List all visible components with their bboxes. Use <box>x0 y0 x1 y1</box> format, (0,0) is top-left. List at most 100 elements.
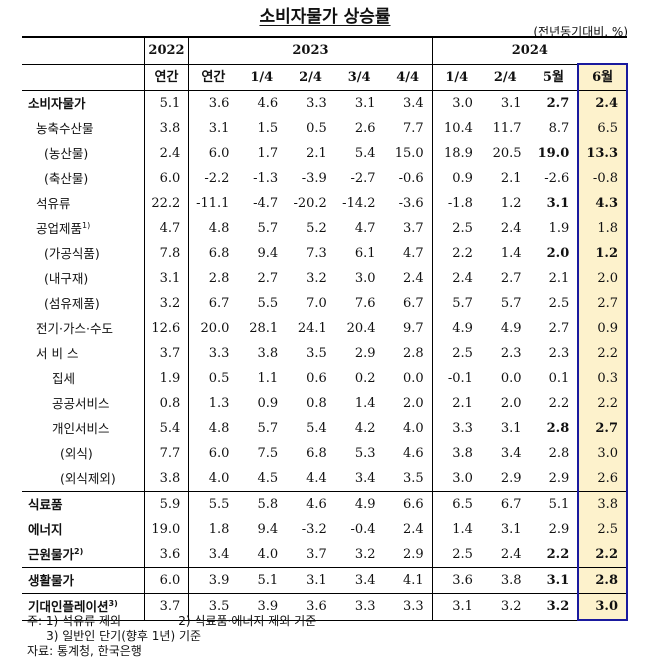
value-cell: 2.4 <box>431 266 481 291</box>
period-header: 연간 <box>188 63 238 91</box>
value-cell: 3.9 <box>188 567 238 594</box>
value-cell: 5.7 <box>500 296 522 311</box>
value-cell: 3.3 <box>431 416 481 441</box>
value-cell: 3.8 <box>257 346 279 361</box>
row-label-text: 농축수산물 <box>36 121 94 136</box>
value-cell: 2.8 <box>403 346 424 361</box>
value-cell: 3.1 <box>188 116 238 141</box>
value-cell: 5.4 <box>306 421 327 436</box>
value-cell: 2.5 <box>431 341 481 366</box>
value-cell: 18.9 <box>431 141 481 166</box>
value-cell: 2.2 <box>577 341 628 366</box>
value-cell: 5.3 <box>354 446 376 461</box>
table-row: 식료품 5.9 5.5 5.8 4.6 4.9 6.6 6.5 6.7 5.1 3.8 <box>22 491 628 517</box>
value-cell: 1.4 <box>354 396 376 411</box>
value-cell: 2.2 <box>577 391 628 416</box>
value-cell: 2.0 <box>500 396 522 411</box>
value-cell: 3.6 <box>143 542 189 568</box>
value-cell: 8.7 <box>548 121 570 136</box>
value-cell: 0.5 <box>306 121 327 136</box>
value-cell: 2.8 <box>577 567 628 594</box>
year-header: 2023 <box>188 36 433 64</box>
table-row: (외식) 7.7 6.0 7.5 6.8 5.3 4.6 3.8 3.4 2.8 3.0 <box>22 441 628 466</box>
value-cell: 1.2 <box>577 241 628 266</box>
value-cell: 2.9 <box>500 471 522 486</box>
value-cell: 3.8 <box>431 441 481 466</box>
period-header: 1/4 <box>431 63 481 91</box>
row-label-text: (내구재) <box>44 271 89 286</box>
value-cell: 3.1 <box>500 522 522 537</box>
value-cell: 2.9 <box>354 346 376 361</box>
row-label: 집세 <box>22 366 144 391</box>
table-row: 개인서비스 5.4 4.8 5.7 5.4 4.2 4.0 3.3 3.1 2.8 2.7 <box>22 416 628 441</box>
table-row: (가공식품) 7.8 6.8 9.4 7.3 6.1 4.7 2.2 1.4 2.0 1.2 <box>22 241 628 266</box>
value-cell: 7.7 <box>143 441 189 466</box>
value-cell: 6.7 <box>188 291 238 316</box>
value-cell: 4.3 <box>577 191 628 216</box>
row-label: 서 비 스 <box>22 341 144 366</box>
footnotes: 주: 1) 석유류 제외 2) 식료품·에너지 제외 기준 3) 일반인 단기(… <box>27 614 316 659</box>
value-cell: 2.6 <box>577 466 628 492</box>
table-header: 2022 2023 2024 연간 연간 1/4 2/4 3/4 4/4 1/4 2/4 5월 6월 <box>22 36 628 91</box>
row-label: 식료품 <box>22 491 145 517</box>
value-cell: 3.7 <box>403 221 424 236</box>
value-cell: 3.0 <box>577 441 628 466</box>
row-label: (내구재) <box>22 266 144 291</box>
value-cell: 4.9 <box>334 491 384 517</box>
value-cell: 3.3 <box>188 341 238 366</box>
value-cell: 2.4 <box>143 141 189 166</box>
value-cell: 9.7 <box>403 321 424 336</box>
value-cell: 9.4 <box>257 246 279 261</box>
value-cell: 3.2 <box>306 271 327 286</box>
table-row: (내구재) 3.1 2.8 2.7 3.2 3.0 2.4 2.4 2.7 2.1 2.0 <box>22 266 628 291</box>
value-cell: 3.5 <box>403 471 424 486</box>
value-cell: 1.7 <box>257 146 279 161</box>
value-cell: 2.6 <box>354 121 376 136</box>
value-cell: 2.2 <box>548 396 570 411</box>
year-header: 2022 <box>143 36 189 64</box>
table-row: 근원물가2) 3.6 3.4 4.0 3.7 3.2 2.9 2.5 2.4 2.2 2.2 <box>22 542 628 568</box>
value-cell: 5.2 <box>306 221 327 236</box>
table-row: 농축수산물 3.8 3.1 1.5 0.5 2.6 7.7 10.4 11.7 8.7 6.5 <box>22 116 628 141</box>
row-label-text: 개인서비스 <box>52 421 110 436</box>
table-row: 석유류 22.2 -11.1 -4.7 -20.2 -14.2 -3.6 -1.8 1.2 3.1… <box>22 191 628 216</box>
value-cell: 2.5 <box>431 542 481 568</box>
value-cell: 1.5 <box>257 121 279 136</box>
value-cell: 2.1 <box>500 171 522 186</box>
row-label-text: 전기·가스·수도 <box>36 321 113 336</box>
table-row: 전기·가스·수도 12.6 20.0 28.1 24.1 20.4 9.7 4.9 4.9 2.7… <box>22 316 628 341</box>
row-label-text: (외식) <box>60 446 93 461</box>
value-cell: 5.9 <box>143 491 189 517</box>
value-cell: 7.7 <box>403 121 424 136</box>
row-label-text: 집세 <box>52 371 76 386</box>
row-label-text: 근원물가 <box>28 547 75 562</box>
table-row: (축산물) 6.0 -2.2 -1.3 -3.9 -2.7 -0.6 0.9 2.1 -2.6 -0… <box>22 166 628 191</box>
value-cell: 2.3 <box>548 346 570 361</box>
value-cell: 2.4 <box>403 271 424 286</box>
row-label: (외식제외) <box>22 466 144 492</box>
value-cell: 3.7 <box>143 593 189 621</box>
row-label-text: 공업제품 <box>36 221 83 236</box>
footnote-line-1: 주: 1) 석유류 제외 2) 식료품·에너지 제외 기준 <box>27 614 317 628</box>
value-cell: 1.4 <box>500 246 522 261</box>
value-cell: 0.9 <box>577 316 628 341</box>
value-cell: 3.1 <box>334 90 384 116</box>
period-header: 6월 <box>577 63 628 91</box>
table-title: 소비자물가 상승률 <box>259 7 391 27</box>
value-cell: 1.8 <box>577 216 628 241</box>
row-label: (외식) <box>22 441 144 466</box>
table-row: 기대인플레이션3) 3.7 3.5 3.9 3.6 3.3 3.3 3.1 3.2 3.2 3.0 <box>22 593 628 621</box>
table-row: (농산물) 2.4 6.0 1.7 2.1 5.4 15.0 18.9 20.5 19.0 13.3 <box>22 141 628 166</box>
value-cell: 5.7 <box>431 291 481 316</box>
value-cell: 0.3 <box>577 366 628 391</box>
value-cell: 4.2 <box>354 421 376 436</box>
value-cell: 2.1 <box>548 271 570 286</box>
value-cell: 3.6 <box>286 593 335 621</box>
value-cell: 3.1 <box>143 266 189 291</box>
value-cell: 2.7 <box>529 90 579 116</box>
value-cell: 5.1 <box>529 491 579 517</box>
value-cell: 2.0 <box>403 396 424 411</box>
value-cell: 19.0 <box>143 517 189 542</box>
value-cell: -2.7 <box>350 171 376 186</box>
value-cell: 3.4 <box>188 542 238 568</box>
